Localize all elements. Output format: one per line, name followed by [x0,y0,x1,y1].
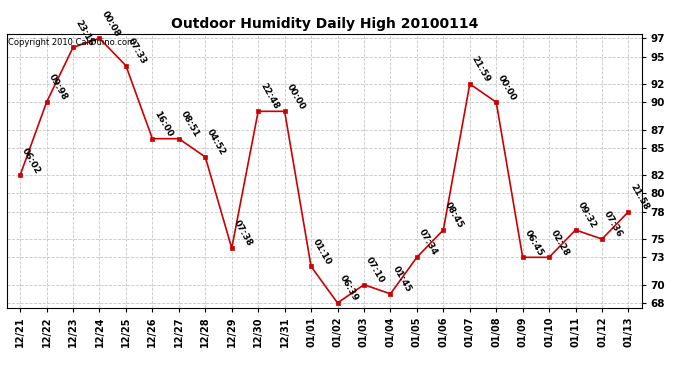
Text: 06:39: 06:39 [337,274,359,303]
Text: 00:00: 00:00 [284,82,306,111]
Text: 06:45: 06:45 [523,228,545,257]
Text: 07:33: 07:33 [126,36,148,66]
Text: 16:00: 16:00 [152,110,175,139]
Text: Copyright 2010 CarDuino.com: Copyright 2010 CarDuino.com [8,38,135,47]
Text: 07:34: 07:34 [417,228,439,257]
Text: 01:45: 01:45 [391,264,413,294]
Text: 00:08: 00:08 [99,9,121,38]
Text: 09:32: 09:32 [575,201,598,230]
Text: 08:51: 08:51 [179,110,201,139]
Text: 02:28: 02:28 [549,228,571,257]
Text: 00:00: 00:00 [496,74,518,102]
Text: 06:02: 06:02 [20,146,42,175]
Text: 07:38: 07:38 [232,219,254,248]
Text: 07:10: 07:10 [364,255,386,285]
Text: 21:59: 21:59 [470,54,492,84]
Text: 08:45: 08:45 [444,201,466,230]
Text: 04:52: 04:52 [206,128,228,157]
Text: 01:10: 01:10 [311,237,333,266]
Text: 23:16: 23:16 [73,18,95,48]
Title: Outdoor Humidity Daily High 20100114: Outdoor Humidity Daily High 20100114 [170,17,478,31]
Text: 22:48: 22:48 [258,82,280,111]
Text: 07:36: 07:36 [602,210,624,239]
Text: 09:98: 09:98 [47,73,69,102]
Text: 21:58: 21:58 [629,182,651,212]
